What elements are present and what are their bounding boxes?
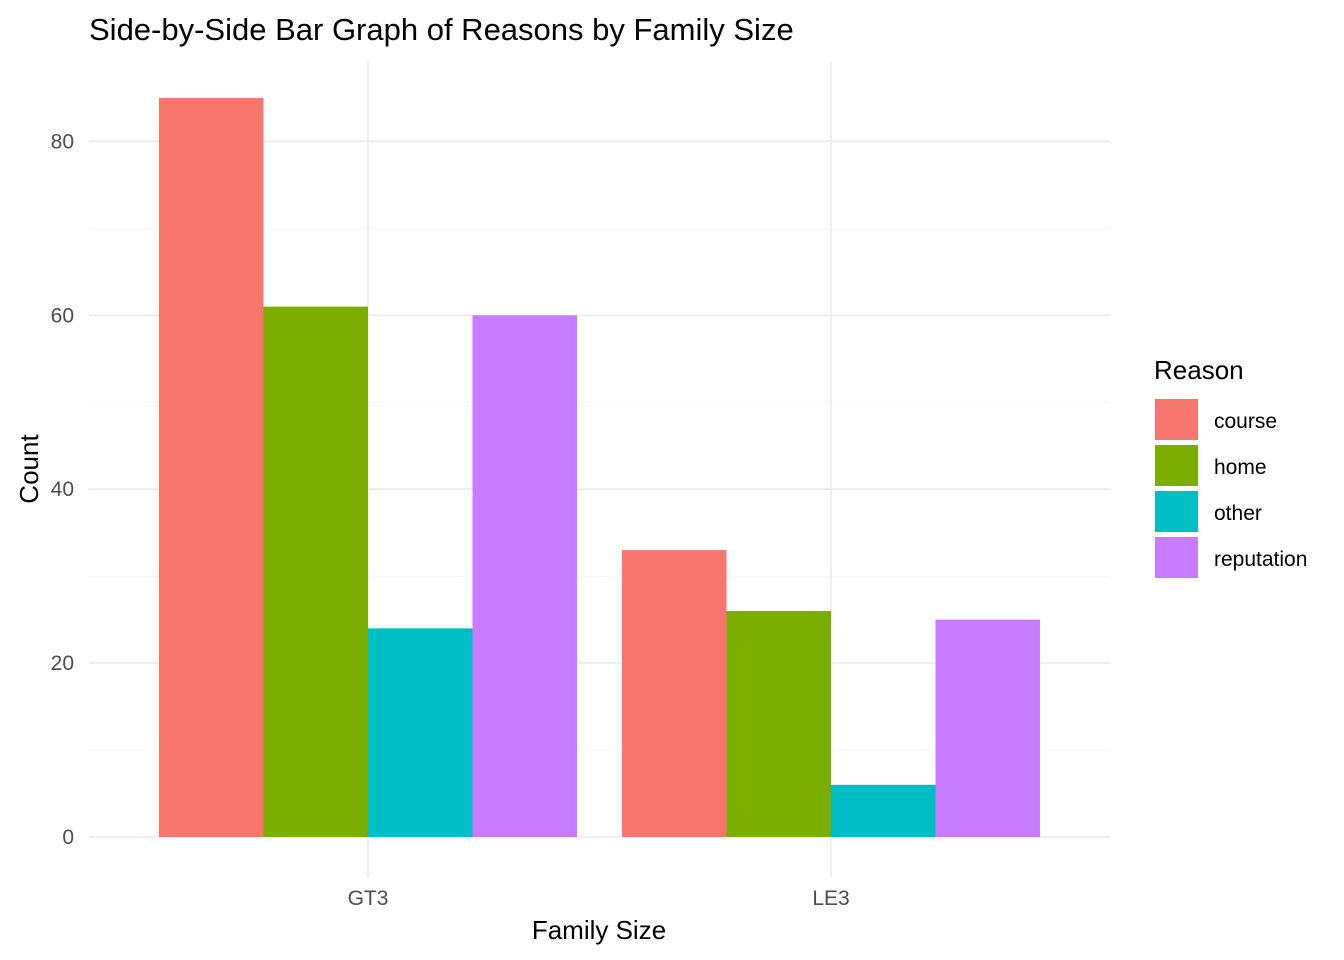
- y-tick-label: 80: [51, 130, 74, 153]
- x-tick-label: GT3: [348, 887, 389, 910]
- legend-label-other: other: [1214, 502, 1262, 525]
- legend-swatch-course: [1155, 399, 1198, 440]
- bar-le3-reputation: [935, 619, 1040, 837]
- bar-gt3-reputation: [472, 315, 577, 837]
- legend-swatch-reputation: [1155, 537, 1198, 578]
- legend-label-home: home: [1214, 456, 1267, 479]
- y-axis-ticks: 0 20 40 60 80: [51, 130, 74, 849]
- bar-gt3-course: [159, 97, 264, 837]
- x-axis-ticks: GT3 LE3: [348, 887, 850, 910]
- legend-label-reputation: reputation: [1214, 548, 1307, 571]
- legend: Reason course home other reputation: [1154, 355, 1307, 578]
- y-tick-label: 40: [51, 478, 74, 501]
- y-tick-label: 20: [51, 652, 74, 675]
- bar-le3-course: [622, 550, 727, 837]
- x-tick-label: LE3: [812, 887, 849, 910]
- y-tick-label: 0: [62, 826, 74, 849]
- chart-title: Side-by-Side Bar Graph of Reasons by Fam…: [89, 12, 794, 47]
- bars-layer: [159, 97, 1040, 838]
- legend-swatch-other: [1155, 491, 1198, 532]
- y-tick-label: 60: [51, 304, 74, 327]
- bar-gt3-home: [263, 306, 368, 838]
- legend-swatch-home: [1155, 445, 1198, 486]
- x-axis-title: Family Size: [532, 915, 666, 945]
- bar-le3-other: [831, 784, 936, 837]
- legend-items: course home other reputation: [1155, 399, 1307, 578]
- bar-gt3-other: [368, 628, 473, 837]
- legend-label-course: course: [1214, 410, 1277, 433]
- bar-le3-home: [726, 610, 831, 837]
- y-axis-title: Count: [14, 434, 44, 504]
- legend-title: Reason: [1154, 355, 1244, 385]
